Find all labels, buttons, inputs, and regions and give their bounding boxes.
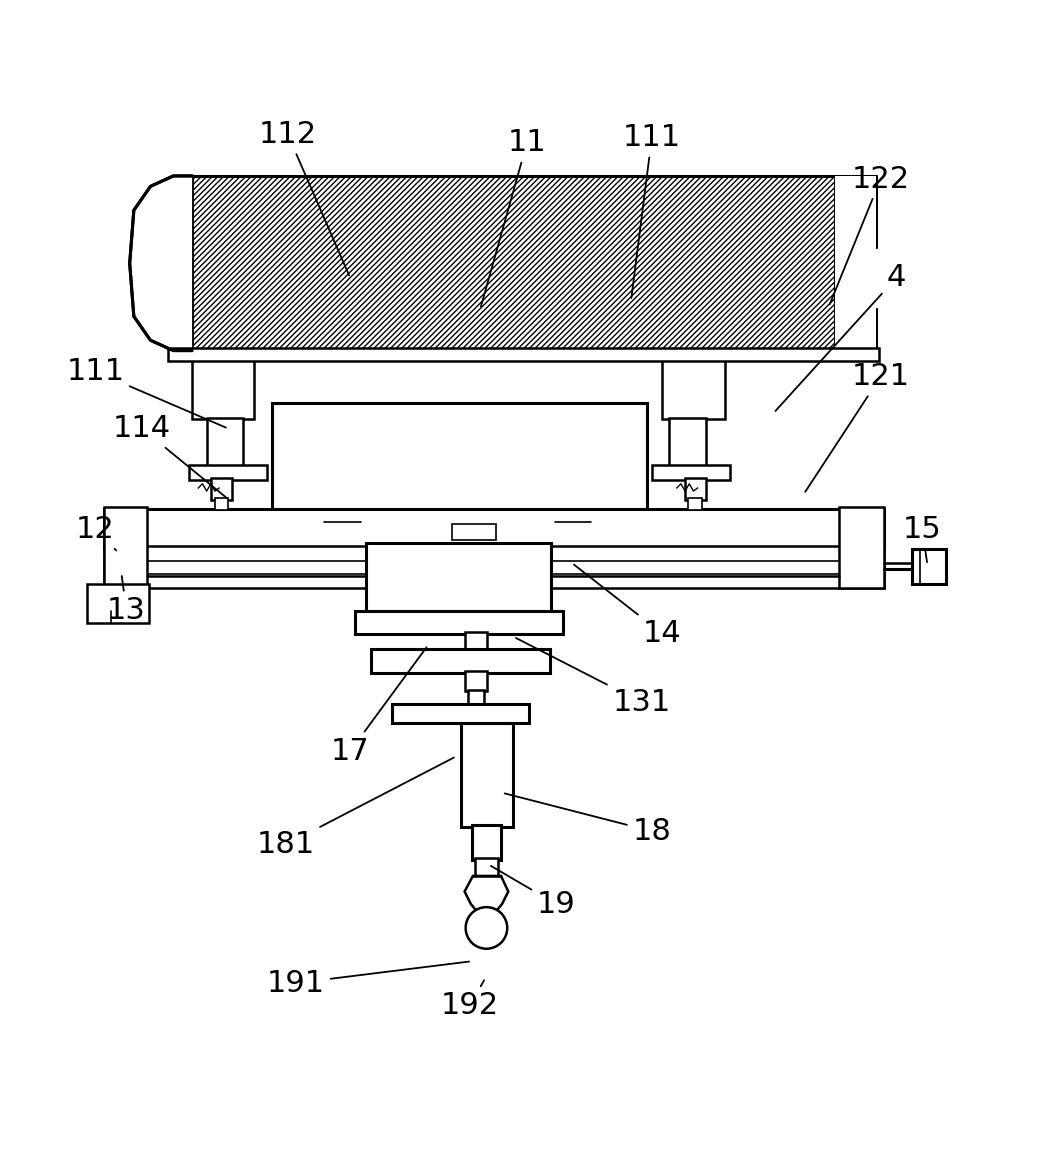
Bar xyxy=(189,465,267,480)
Text: 19: 19 xyxy=(491,866,575,919)
Text: 181: 181 xyxy=(256,758,454,859)
Bar xyxy=(685,478,706,501)
Text: 114: 114 xyxy=(113,414,227,497)
Bar xyxy=(371,649,550,673)
Bar xyxy=(452,524,495,540)
Bar xyxy=(669,418,706,468)
Text: 14: 14 xyxy=(574,564,682,648)
Bar xyxy=(836,248,876,308)
Text: 4: 4 xyxy=(776,263,906,411)
Text: 15: 15 xyxy=(903,515,941,562)
Bar xyxy=(465,671,488,691)
Bar xyxy=(272,402,646,512)
Bar xyxy=(462,723,513,828)
Bar xyxy=(475,859,497,876)
Text: 12: 12 xyxy=(76,515,116,551)
Bar xyxy=(207,418,243,468)
Text: 17: 17 xyxy=(331,647,427,766)
Bar xyxy=(192,176,835,351)
Bar xyxy=(912,549,946,584)
Bar xyxy=(103,506,148,588)
Bar xyxy=(468,690,485,706)
Bar xyxy=(392,705,529,723)
Bar xyxy=(366,544,551,611)
Text: 111: 111 xyxy=(623,123,681,298)
Text: 13: 13 xyxy=(108,576,147,625)
Bar xyxy=(839,506,883,588)
Text: 122: 122 xyxy=(829,165,910,305)
Bar xyxy=(103,509,883,548)
Polygon shape xyxy=(130,176,192,351)
Bar xyxy=(651,465,729,480)
Text: 111: 111 xyxy=(66,357,226,428)
Bar xyxy=(688,498,702,510)
Bar xyxy=(835,176,877,351)
Text: 131: 131 xyxy=(516,637,670,716)
Circle shape xyxy=(466,907,507,949)
Text: 192: 192 xyxy=(441,981,499,1020)
Bar xyxy=(215,498,229,510)
Bar xyxy=(355,611,564,634)
Bar xyxy=(169,348,879,362)
Bar xyxy=(192,359,254,420)
Text: 11: 11 xyxy=(481,129,546,306)
Text: 191: 191 xyxy=(267,962,469,998)
Text: 18: 18 xyxy=(505,794,671,846)
Polygon shape xyxy=(465,876,508,919)
Bar xyxy=(103,546,883,588)
Bar xyxy=(87,584,150,624)
Bar xyxy=(472,825,501,860)
Text: 112: 112 xyxy=(258,119,349,276)
Bar xyxy=(211,478,232,501)
Text: 121: 121 xyxy=(805,362,910,491)
Bar xyxy=(465,632,488,650)
Bar xyxy=(662,359,724,420)
